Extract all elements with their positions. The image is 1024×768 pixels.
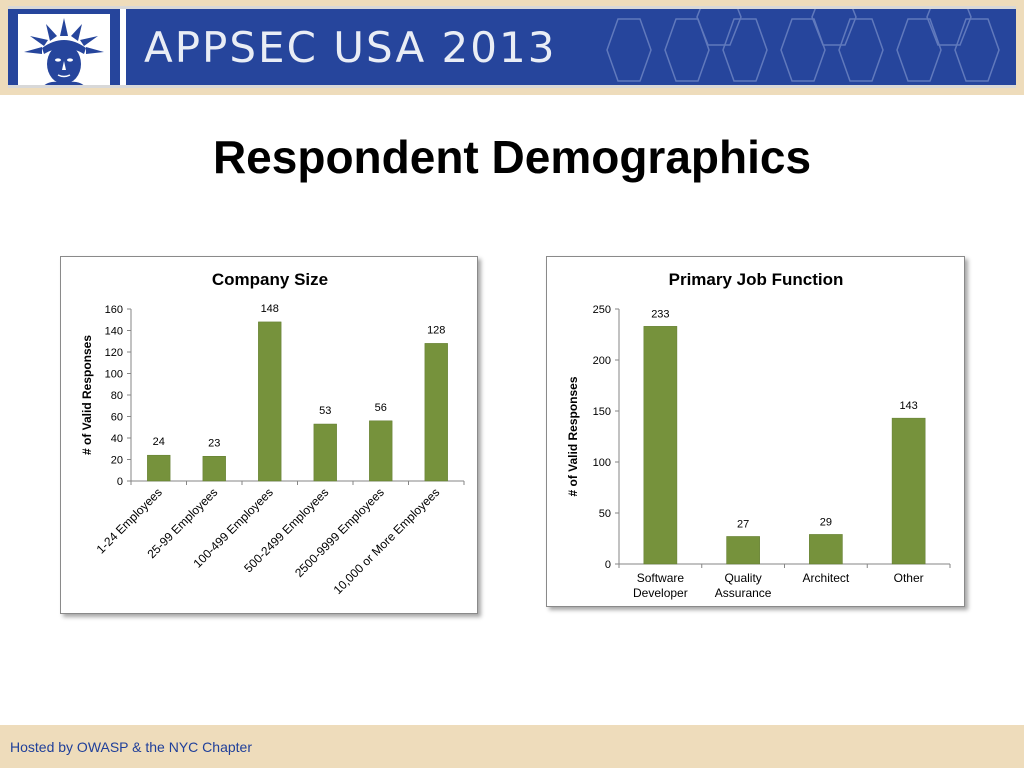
category-label-line: Assurance xyxy=(715,586,772,600)
category-label: Software Developer xyxy=(633,571,688,600)
header-banner: APPSEC USA 2013 xyxy=(8,6,1016,88)
category-label: 10,000 or More Employees xyxy=(331,485,443,597)
y-tick-label: 120 xyxy=(105,347,123,359)
y-tick-label: 150 xyxy=(593,406,611,418)
category-label-line: Architect xyxy=(803,571,850,585)
data-label: 53 xyxy=(319,405,331,417)
y-tick-label: 50 xyxy=(599,508,611,520)
y-tick-label: 0 xyxy=(605,559,611,571)
footer-text: Hosted by OWASP & the NYC Chapter xyxy=(10,739,252,755)
bar xyxy=(147,454,171,482)
data-label: 27 xyxy=(737,518,749,530)
data-label: 24 xyxy=(153,436,165,448)
category-label-line: Developer xyxy=(633,586,688,600)
chart-title: Primary Job Function xyxy=(669,270,844,289)
bar xyxy=(726,536,760,565)
y-tick-label: 40 xyxy=(111,433,123,445)
data-label: 29 xyxy=(820,516,832,528)
category-label-line: Software xyxy=(637,571,685,585)
bar xyxy=(424,343,448,482)
bar xyxy=(369,420,393,482)
y-tick-label: 100 xyxy=(593,457,611,469)
data-label: 23 xyxy=(208,437,220,449)
bar xyxy=(258,321,282,482)
y-tick-label: 60 xyxy=(111,412,123,424)
y-tick-label: 0 xyxy=(117,476,123,488)
category-label: Other xyxy=(894,571,924,585)
footer-band: Hosted by OWASP & the NYC Chapter xyxy=(0,725,1024,768)
job-function-chart: Primary Job Function # of Valid Responses… xyxy=(546,256,965,607)
category-label: Quality Assurance xyxy=(715,571,772,600)
bar xyxy=(202,456,226,482)
bar xyxy=(891,417,926,565)
y-axis-label: # of Valid Responses xyxy=(80,335,94,455)
bar xyxy=(809,534,843,565)
category-label-line: Quality xyxy=(724,571,761,585)
bar xyxy=(643,326,678,565)
company-size-chart-svg: Company Size # of Valid Responses 0 20 40 60 8… xyxy=(80,270,465,597)
header-band: APPSEC USA 2013 xyxy=(0,0,1024,95)
statue-of-liberty-icon xyxy=(18,14,110,85)
data-label: 56 xyxy=(375,402,387,414)
y-axis-label: # of Valid Responses xyxy=(566,376,580,496)
category-label: Architect xyxy=(803,571,850,585)
slide-title: Respondent Demographics xyxy=(212,131,812,183)
bar xyxy=(313,423,337,482)
y-tick-label: 200 xyxy=(593,355,611,367)
y-tick-label: 250 xyxy=(593,304,611,316)
hexagon-pattern-icon xyxy=(606,9,1000,82)
data-label: 128 xyxy=(427,324,445,336)
y-tick-label: 80 xyxy=(111,390,123,402)
y-tick-label: 140 xyxy=(105,326,123,338)
data-label: 233 xyxy=(651,308,669,320)
category-label-line: Other xyxy=(894,571,924,585)
y-tick-label: 160 xyxy=(105,304,123,316)
banner-divider xyxy=(120,9,126,85)
y-tick-label: 100 xyxy=(105,369,123,381)
chart-title: Company Size xyxy=(212,270,328,289)
y-tick-label: 20 xyxy=(111,455,123,467)
job-function-chart-svg: Primary Job Function # of Valid Responses… xyxy=(566,270,951,600)
data-label: 143 xyxy=(899,400,917,412)
data-label: 148 xyxy=(261,303,279,315)
banner-title: APPSEC USA 2013 xyxy=(144,23,557,72)
company-size-chart: Company Size # of Valid Responses 0 20 40 60 8… xyxy=(60,256,478,614)
